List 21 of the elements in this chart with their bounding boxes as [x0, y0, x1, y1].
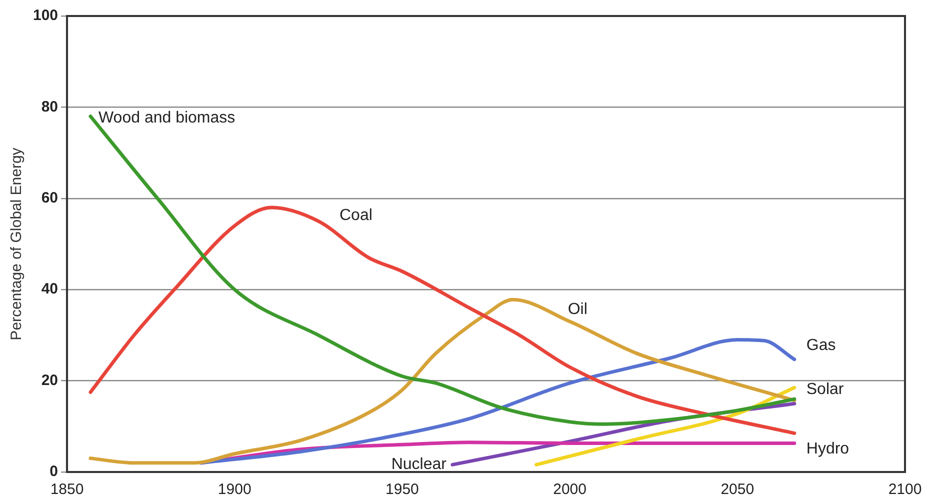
series-label: Coal — [339, 206, 372, 224]
series-label: Solar — [806, 381, 844, 398]
y-tick-label: 80 — [41, 98, 58, 116]
series-label: Oil — [568, 301, 588, 318]
x-tick-label: 1950 — [386, 481, 419, 498]
y-tick-label: 0 — [50, 463, 58, 480]
line-series — [88, 206, 796, 435]
series-label: Gas — [806, 336, 836, 354]
x-tick-label: 2000 — [553, 481, 586, 498]
y-tick-label: 20 — [41, 372, 58, 389]
y-tick-label: 40 — [41, 280, 58, 298]
x-tick-label: 2100 — [888, 481, 922, 498]
x-tick-label: 2050 — [720, 481, 754, 498]
y-tick-label: 60 — [41, 190, 58, 207]
series-label: Hydro — [806, 440, 850, 458]
series-label: Wood and biomass — [98, 110, 236, 127]
x-tick-label: 1900 — [218, 481, 252, 498]
x-tick-label: 1850 — [50, 481, 84, 498]
series-label: Nuclear — [391, 456, 448, 474]
y-tick-label: 100 — [32, 7, 58, 24]
y-axis-title: Percentage of Global Energy — [8, 147, 26, 340]
